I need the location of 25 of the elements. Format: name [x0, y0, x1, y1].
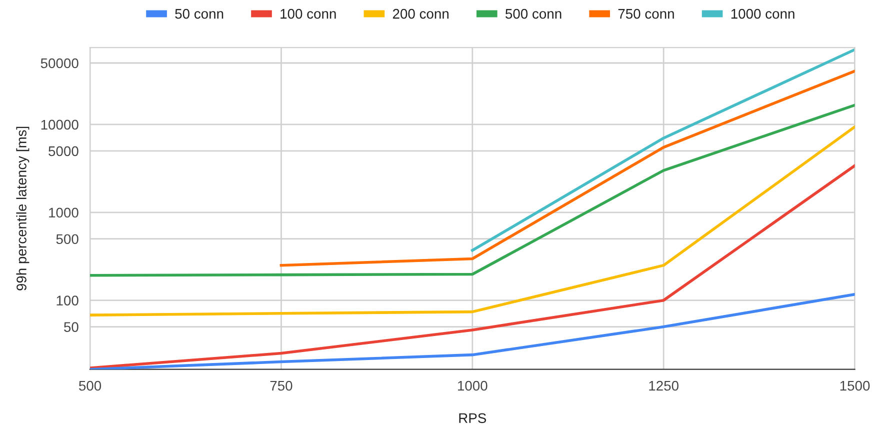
y-tick-label: 50000	[40, 58, 78, 68]
y-tick-label: 500	[56, 234, 78, 244]
x-tick-label: 1500	[840, 380, 870, 391]
x-tick-label: 1000	[458, 380, 488, 391]
y-tick-label: 10000	[41, 120, 78, 130]
line-series	[90, 104, 855, 277]
x-tick-label: 1250	[649, 380, 678, 391]
y-tick-label: 5000	[48, 146, 78, 156]
line-series	[90, 164, 855, 370]
legend-label: 200 conn	[392, 8, 448, 19]
line-series	[90, 125, 855, 316]
y-tick-label: 50	[64, 322, 78, 332]
legend-label: 750 conn	[618, 8, 674, 19]
legend-label: 1000 conn	[731, 8, 794, 19]
legend-label: 100 conn	[280, 8, 336, 19]
y-axis-title: 99h percentile latency [ms]	[16, 126, 30, 290]
y-tick-label: 100	[56, 296, 78, 306]
y-tick-label: 1000	[49, 208, 78, 218]
legend-label: 500 conn	[506, 8, 562, 19]
x-axis-title: RPS	[459, 413, 486, 424]
legend-label: 50 conn	[175, 8, 224, 19]
x-tick-label: 500	[78, 380, 102, 391]
line-series	[90, 292, 855, 370]
x-tick-label: 750	[270, 380, 292, 391]
line-series	[280, 70, 855, 267]
